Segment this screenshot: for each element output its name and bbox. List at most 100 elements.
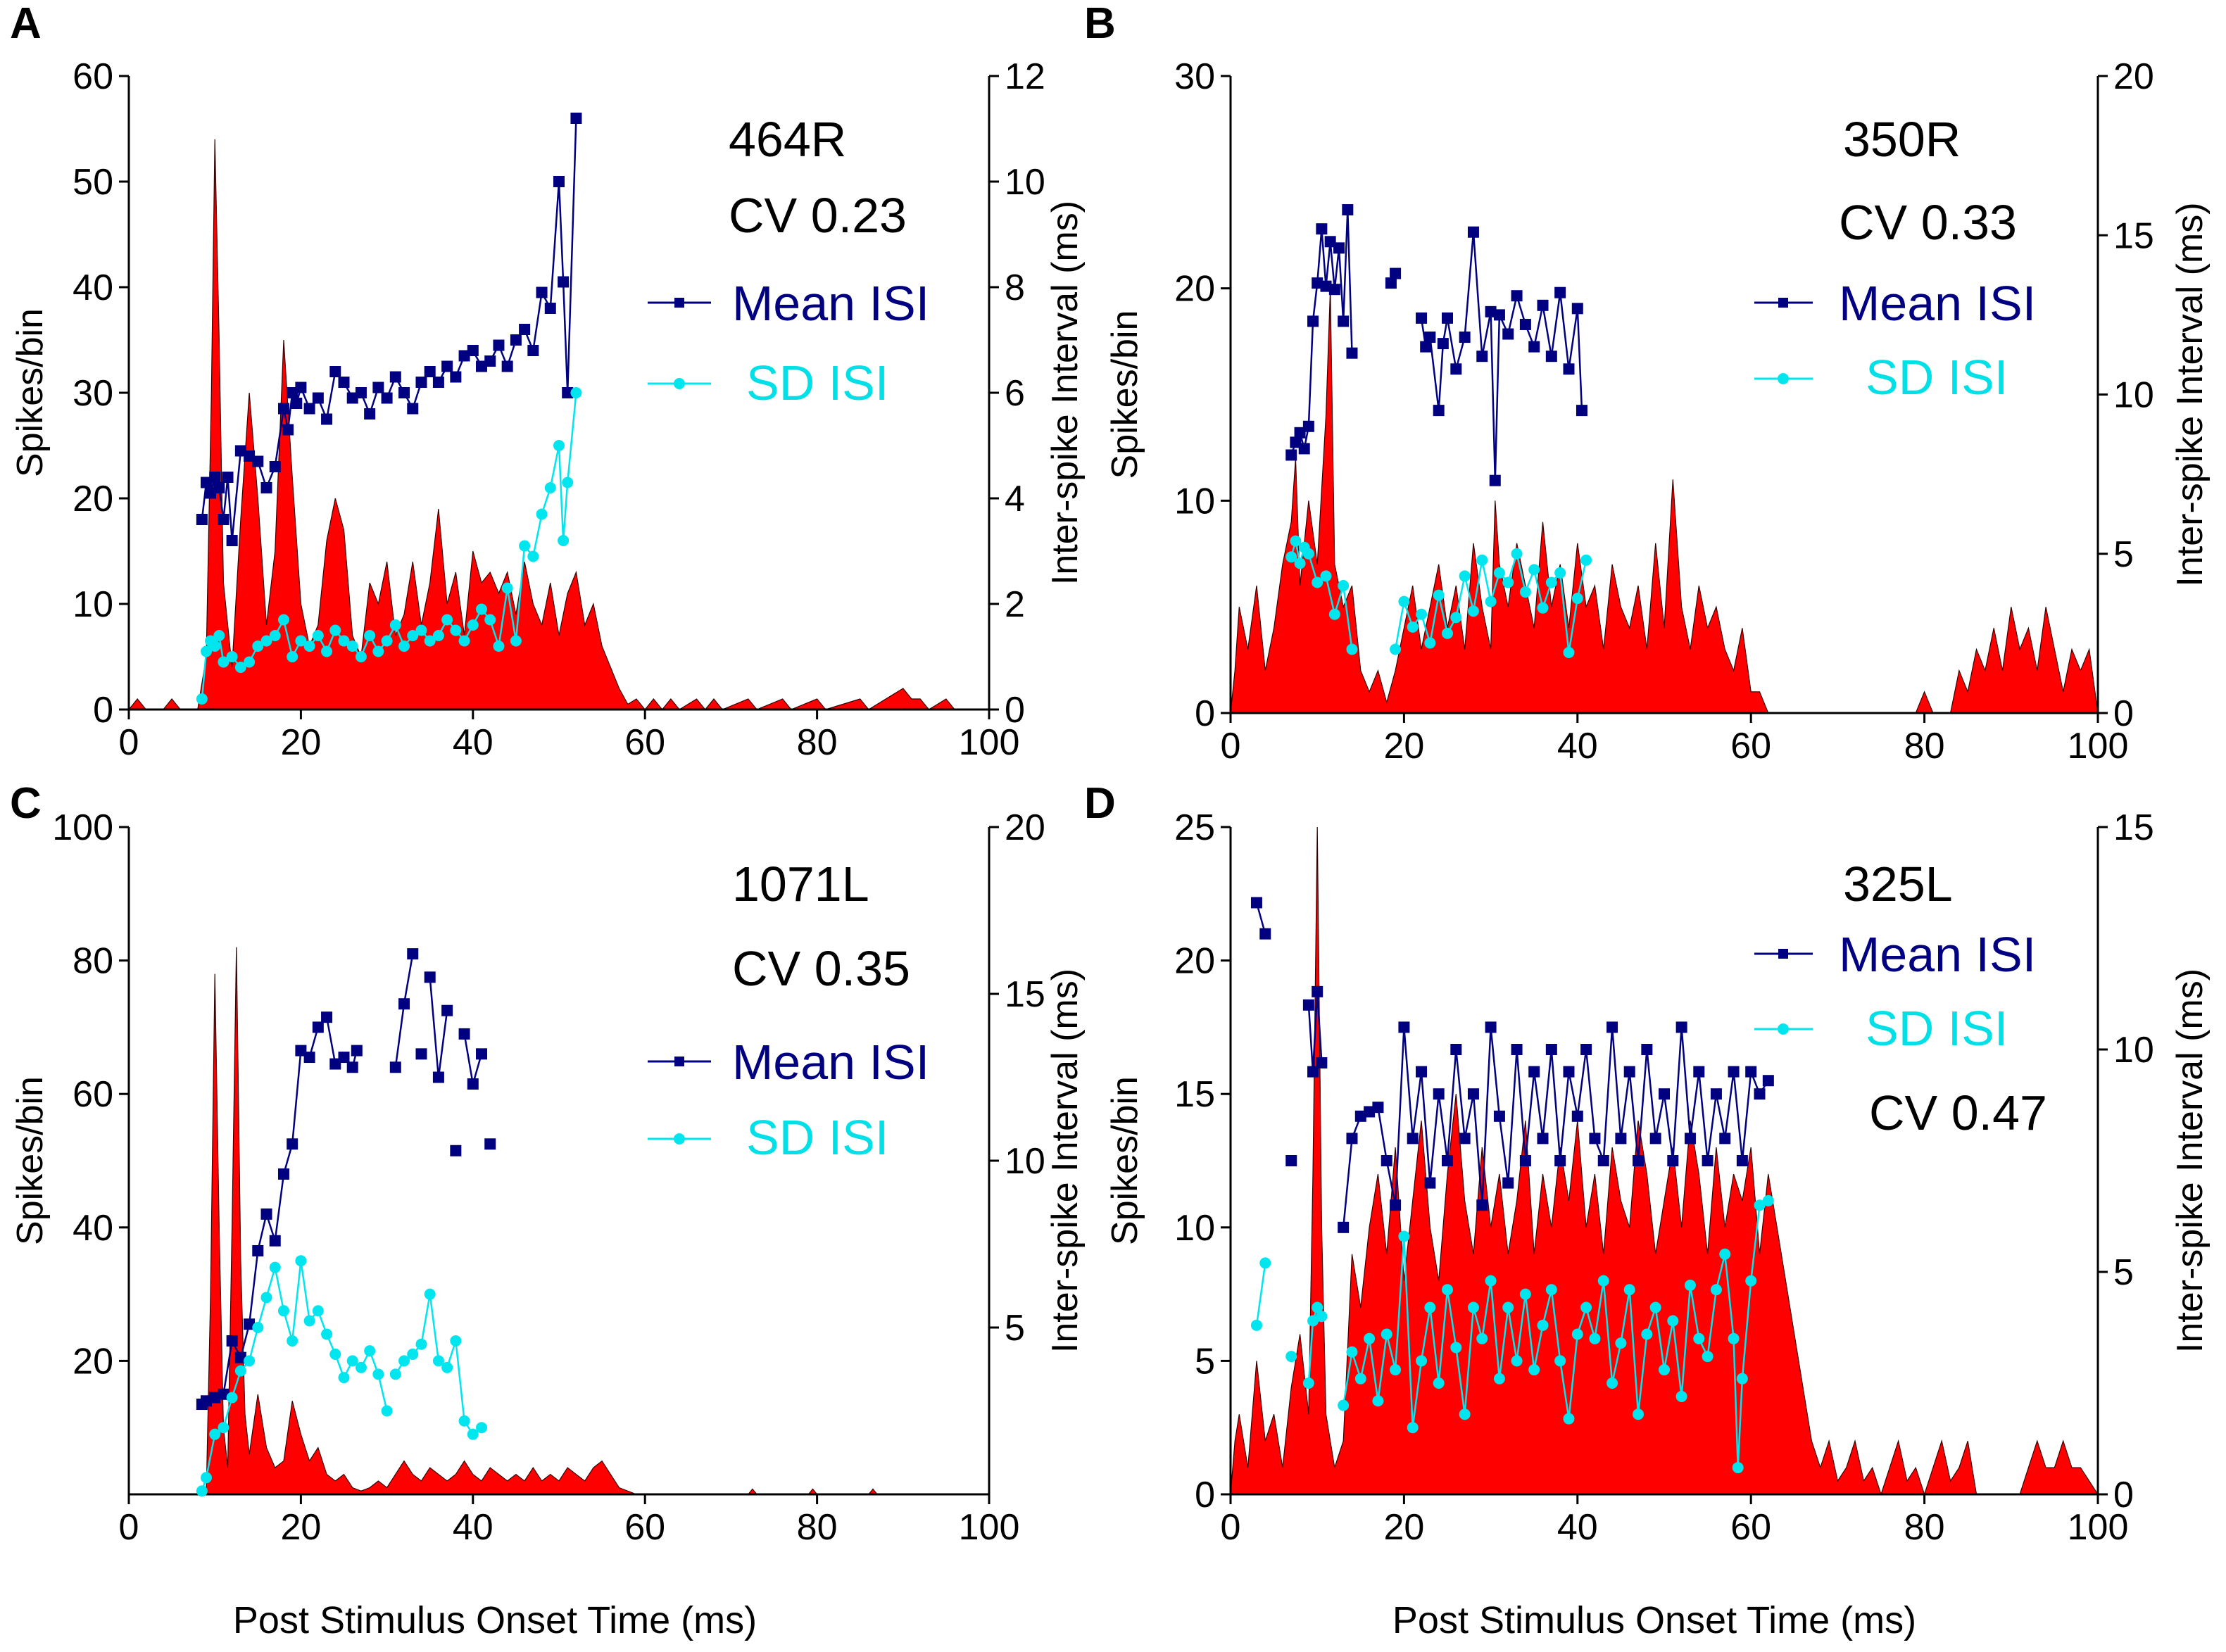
sd-isi-point (1320, 570, 1332, 582)
sd-isi-point (1398, 595, 1410, 607)
mean-isi-point (282, 424, 294, 436)
sd-isi-point (1285, 1351, 1297, 1363)
mean-isi-point (1563, 363, 1575, 375)
mean-isi-point (1433, 405, 1445, 417)
sd-isi-point (1502, 1301, 1514, 1313)
sd-isi-point (287, 651, 298, 662)
mean-isi-point (213, 482, 225, 493)
y-tick-label: 80 (73, 941, 113, 982)
sd-isi-point (1545, 576, 1557, 588)
sd-isi-point (1754, 1199, 1766, 1211)
mean-isi-point (372, 382, 384, 393)
mean-isi-point (1493, 309, 1505, 321)
y2-tick-label: 10 (2113, 375, 2154, 416)
mean-isi-point (1390, 1199, 1402, 1211)
x-tick-label: 80 (797, 1507, 838, 1548)
sd-isi-point (1615, 1337, 1627, 1349)
mean-isi-line (394, 953, 414, 1068)
y-tick-label: 60 (73, 56, 113, 97)
sd-isi-point (1667, 1315, 1679, 1327)
sd-isi-point (200, 645, 212, 657)
sd-isi-point (1684, 1279, 1696, 1291)
mean-isi-point (287, 1138, 298, 1150)
y2-axis-title: Inter-spike Interval (ms) (2170, 202, 2211, 586)
mean-isi-point (321, 413, 333, 425)
sd-isi-point (303, 1315, 315, 1327)
sd-isi-point (1312, 1301, 1323, 1313)
sd-isi-point (244, 1355, 256, 1367)
mean-isi-point (1338, 315, 1350, 327)
legend-sd-label: SD ISI (1866, 350, 2008, 405)
mean-isi-point (1693, 1066, 1705, 1078)
mean-isi-point (1576, 405, 1587, 417)
panel-c: C 0 20 40 60 80 100 20 40 60 80 100 5 10 15 20 Spikes/b… (10, 779, 1086, 1548)
mean-isi-point (570, 113, 582, 124)
sd-isi-point (1745, 1275, 1757, 1287)
mean-isi-point (303, 1052, 315, 1064)
sd-isi-point (1312, 576, 1323, 588)
mean-isi-point (1298, 443, 1310, 455)
y2-tick-label: 0 (1005, 690, 1025, 731)
sd-isi-point (1545, 1284, 1557, 1296)
sd-isi-point (321, 1328, 333, 1340)
sd-isi-point (527, 550, 539, 562)
y2-tick-label: 10 (1005, 162, 1045, 203)
mean-isi-point (1511, 290, 1523, 302)
x-tick-label: 40 (1557, 726, 1598, 767)
y-axis-title: Spikes/bin (1105, 1076, 1145, 1245)
mean-isi-point (1302, 999, 1314, 1011)
sd-isi-point (1390, 1364, 1402, 1376)
legend-mean-label: Mean ISI (1839, 276, 2036, 331)
y2-tick-label: 15 (2113, 215, 2154, 256)
mean-isi-point (1316, 1057, 1328, 1068)
sd-isi-line (1255, 1263, 1266, 1325)
sd-isi-point (1571, 1328, 1583, 1340)
sd-isi-point (519, 540, 531, 552)
mean-isi-point (450, 1145, 462, 1156)
sd-isi-point (441, 614, 453, 626)
mean-isi-point (562, 387, 574, 398)
mean-isi-point (260, 482, 272, 493)
mean-isi-point (1554, 286, 1566, 298)
x-tick-label: 40 (453, 1507, 493, 1548)
sd-isi-point (1476, 554, 1488, 566)
mean-isi-line (1342, 1027, 1769, 1228)
mean-isi-point (1502, 1177, 1514, 1189)
mean-isi-point (1728, 1066, 1740, 1078)
sd-isi-point (295, 1255, 307, 1267)
mean-isi-point (407, 948, 419, 960)
mean-isi-point (1554, 1155, 1566, 1166)
mean-isi-point (205, 487, 217, 499)
mean-isi-point (450, 371, 462, 383)
sd-isi-point (1493, 567, 1505, 579)
sd-isi-point (432, 1355, 444, 1367)
sd-isi-point (415, 624, 427, 636)
sd-isi-point (1554, 567, 1566, 579)
sd-isi-point (1407, 621, 1419, 633)
sd-isi-point (1485, 1275, 1497, 1287)
y2-tick-label: 2 (1005, 584, 1025, 625)
sd-isi-point (209, 1428, 221, 1440)
mean-isi-point (501, 360, 513, 372)
mean-isi-point (1489, 474, 1501, 486)
sd-isi-point (389, 1368, 401, 1380)
mean-isi-point (476, 1048, 488, 1060)
mean-isi-point (1528, 1066, 1540, 1078)
sd-isi-point (1623, 1284, 1635, 1296)
mean-isi-point (415, 377, 427, 388)
y2-tick-label: 5 (2113, 534, 2134, 575)
sd-isi-point (329, 624, 341, 636)
y2-axis-title: Inter-spike Interval (ms) (1045, 969, 1086, 1353)
mean-isi-point (1302, 420, 1314, 432)
sd-isi-point (321, 645, 333, 657)
mean-isi-point (1372, 1102, 1384, 1114)
sd-isi-point (562, 477, 574, 488)
mean-isi-point (424, 366, 436, 377)
sd-isi-point (1589, 1332, 1601, 1344)
mean-isi-point (519, 324, 531, 335)
mean-isi-point (1407, 1133, 1419, 1145)
mean-isi-point (1719, 1133, 1731, 1145)
mean-isi-point (1390, 267, 1402, 279)
mean-isi-point (1485, 305, 1497, 317)
